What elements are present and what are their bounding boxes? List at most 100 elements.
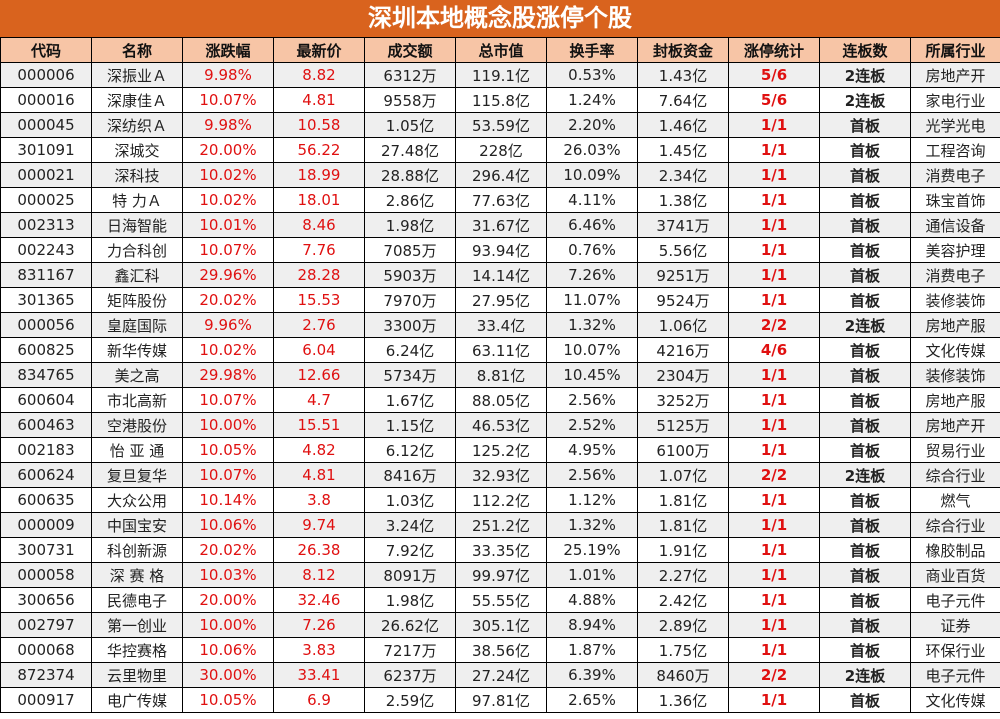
code-cell: 002797 — [0, 612, 92, 638]
turnover-rate-cell: 1.32% — [546, 312, 638, 338]
code-cell: 872374 — [0, 662, 92, 688]
price-cell: 26.38 — [273, 537, 365, 563]
industry-cell: 贸易行业 — [910, 437, 1000, 463]
name-cell: 深康佳Ａ — [91, 87, 183, 113]
board-count-cell: 首板 — [819, 437, 911, 463]
board-count-cell: 首板 — [819, 137, 911, 163]
market-cap-cell: 55.55亿 — [455, 587, 547, 613]
table-row: 300656 民德电子 20.00% 32.46 1.98亿 55.55亿 4.88% 2.4… — [0, 587, 1000, 613]
turnover-rate-cell: 2.65% — [546, 687, 638, 713]
price-cell: 4.82 — [273, 437, 365, 463]
change-cell: 29.96% — [182, 262, 274, 288]
table-row: 000021 深科技 10.02% 18.99 28.88亿 296.4亿 10.09% 2.… — [0, 162, 1000, 188]
turnover-rate-cell: 4.11% — [546, 187, 638, 213]
industry-cell: 房地产服 — [910, 387, 1000, 413]
price-cell: 56.22 — [273, 137, 365, 163]
turnover-cell: 7085万 — [364, 237, 456, 263]
market-cap-cell: 77.63亿 — [455, 187, 547, 213]
limit-stats-cell: 1/1 — [728, 187, 820, 213]
code-cell: 300656 — [0, 587, 92, 613]
turnover-rate-cell: 1.24% — [546, 87, 638, 113]
seal-funds-cell: 1.36亿 — [637, 687, 729, 713]
market-cap-cell: 31.67亿 — [455, 212, 547, 238]
price-cell: 9.74 — [273, 512, 365, 538]
limit-stats-cell: 4/6 — [728, 337, 820, 363]
board-count-cell: 首板 — [819, 387, 911, 413]
board-count-cell: 首板 — [819, 187, 911, 213]
code-cell: 301091 — [0, 137, 92, 163]
board-count-cell: 首板 — [819, 337, 911, 363]
table-row: 834765 美之高 29.98% 12.66 5734万 8.81亿 10.45% 2304… — [0, 362, 1000, 388]
industry-cell: 商业百货 — [910, 562, 1000, 588]
change-cell: 10.00% — [182, 612, 274, 638]
industry-cell: 房地产开 — [910, 62, 1000, 88]
market-cap-cell: 305.1亿 — [455, 612, 547, 638]
change-cell: 20.00% — [182, 587, 274, 613]
name-cell: 空港股份 — [91, 412, 183, 438]
name-cell: 深纺织Ａ — [91, 112, 183, 138]
seal-funds-cell: 5.56亿 — [637, 237, 729, 263]
industry-cell: 装修装饰 — [910, 287, 1000, 313]
name-cell: 深振业Ａ — [91, 62, 183, 88]
change-cell: 20.02% — [182, 287, 274, 313]
price-cell: 8.82 — [273, 62, 365, 88]
board-count-cell: 2连板 — [819, 87, 911, 113]
name-cell: 美之高 — [91, 362, 183, 388]
limit-stats-cell: 2/2 — [728, 312, 820, 338]
turnover-rate-cell: 2.56% — [546, 387, 638, 413]
industry-cell: 文化传媒 — [910, 337, 1000, 363]
limit-stats-cell: 1/1 — [728, 237, 820, 263]
seal-funds-cell: 1.45亿 — [637, 137, 729, 163]
turnover-cell: 6.12亿 — [364, 437, 456, 463]
board-count-cell: 2连板 — [819, 62, 911, 88]
header-row: 代码 名称 涨跌幅 最新价 成交额 总市值 换手率 封板资金 涨停统计 连板数 … — [0, 37, 1000, 63]
change-cell: 29.98% — [182, 362, 274, 388]
turnover-rate-cell: 4.95% — [546, 437, 638, 463]
industry-cell: 房地产开 — [910, 412, 1000, 438]
price-cell: 28.28 — [273, 262, 365, 288]
name-cell: 大众公用 — [91, 487, 183, 513]
market-cap-cell: 93.94亿 — [455, 237, 547, 263]
industry-cell: 燃气 — [910, 487, 1000, 513]
column-header-turnover: 成交额 — [364, 37, 456, 63]
seal-funds-cell: 1.06亿 — [637, 312, 729, 338]
table-row: 002313 日海智能 10.01% 8.46 1.98亿 31.67亿 6.46% 3741… — [0, 212, 1000, 238]
name-cell: 深 赛 格 — [91, 562, 183, 588]
name-cell: 第一创业 — [91, 612, 183, 638]
column-header-change: 涨跌幅 — [182, 37, 274, 63]
seal-funds-cell: 2304万 — [637, 362, 729, 388]
price-cell: 4.81 — [273, 87, 365, 113]
table-row: 002243 力合科创 10.07% 7.76 7085万 93.94亿 0.76% 5.56… — [0, 237, 1000, 263]
name-cell: 新华传媒 — [91, 337, 183, 363]
price-cell: 7.26 — [273, 612, 365, 638]
table-row: 000045 深纺织Ａ 9.98% 10.58 1.05亿 53.59亿 2.20% 1.46… — [0, 112, 1000, 138]
turnover-cell: 7217万 — [364, 637, 456, 663]
code-cell: 600463 — [0, 412, 92, 438]
market-cap-cell: 251.2亿 — [455, 512, 547, 538]
page-title: 深圳本地概念股涨停个股 — [0, 0, 1000, 37]
table-row: 000917 电广传媒 10.05% 6.9 2.59亿 97.81亿 2.65% 1.36亿… — [0, 687, 1000, 713]
column-header-board-count: 连板数 — [819, 37, 911, 63]
price-cell: 15.51 — [273, 412, 365, 438]
code-cell: 600825 — [0, 337, 92, 363]
name-cell: 矩阵股份 — [91, 287, 183, 313]
market-cap-cell: 112.2亿 — [455, 487, 547, 513]
turnover-rate-cell: 2.56% — [546, 462, 638, 488]
price-cell: 4.81 — [273, 462, 365, 488]
limit-stats-cell: 5/6 — [728, 62, 820, 88]
table-row: 831167 鑫汇科 29.96% 28.28 5903万 14.14亿 7.26% 9251… — [0, 262, 1000, 288]
change-cell: 10.02% — [182, 162, 274, 188]
seal-funds-cell: 9251万 — [637, 262, 729, 288]
board-count-cell: 首板 — [819, 612, 911, 638]
change-cell: 10.07% — [182, 237, 274, 263]
seal-funds-cell: 3741万 — [637, 212, 729, 238]
turnover-rate-cell: 10.09% — [546, 162, 638, 188]
code-cell: 600604 — [0, 387, 92, 413]
board-count-cell: 首板 — [819, 512, 911, 538]
turnover-cell: 8091万 — [364, 562, 456, 588]
name-cell: 市北高新 — [91, 387, 183, 413]
change-cell: 9.98% — [182, 112, 274, 138]
seal-funds-cell: 9524万 — [637, 287, 729, 313]
code-cell: 000056 — [0, 312, 92, 338]
board-count-cell: 首板 — [819, 487, 911, 513]
